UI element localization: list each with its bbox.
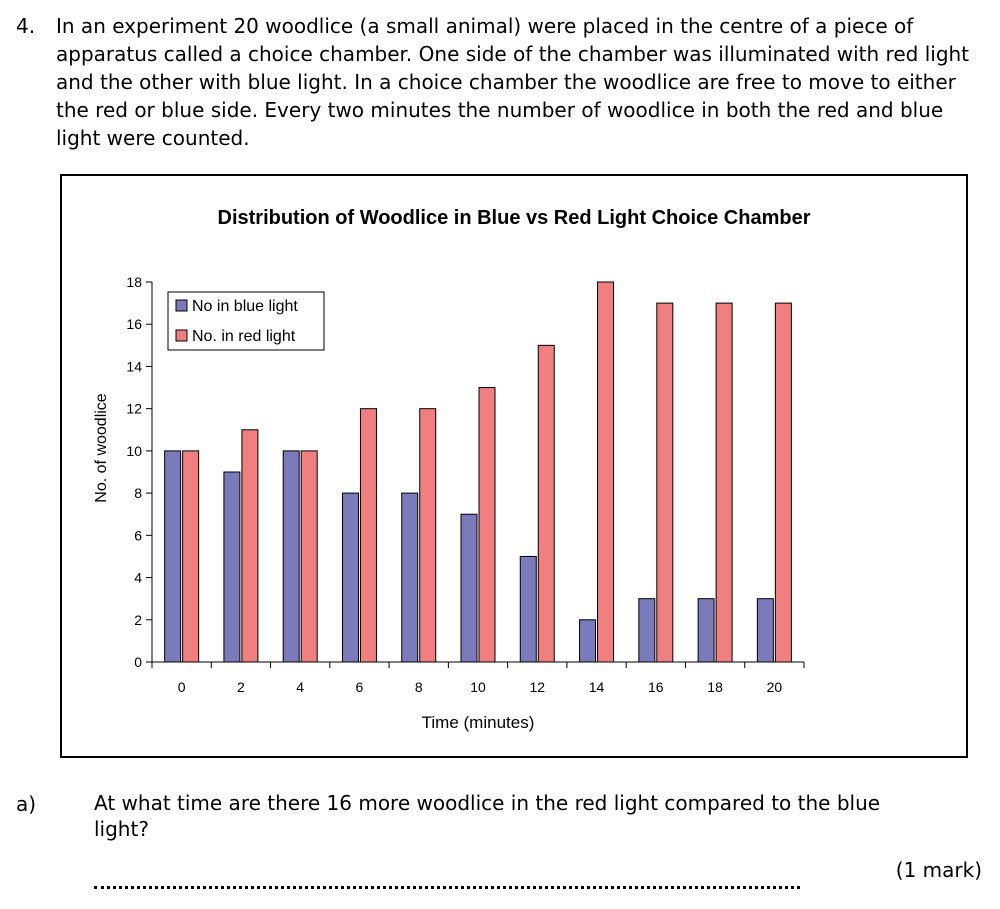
x-tick-label-20: 20 bbox=[767, 679, 783, 695]
legend-box bbox=[167, 291, 325, 351]
bar-blue-14 bbox=[579, 619, 597, 663]
x-tick-label-14: 14 bbox=[589, 679, 605, 695]
bar-red-4 bbox=[300, 450, 318, 663]
y-axis-label: No. of woodlice bbox=[93, 393, 110, 502]
bar-blue-0 bbox=[164, 450, 182, 663]
bar-blue-2 bbox=[223, 471, 241, 663]
legend-label-1: No. in red light bbox=[192, 328, 296, 345]
y-tick-label-12: 12 bbox=[126, 401, 142, 417]
chart-title: Distribution of Woodlice in Blue vs Red … bbox=[218, 207, 811, 229]
x-tick-label-10: 10 bbox=[470, 679, 486, 695]
bar-red-6 bbox=[359, 408, 377, 663]
y-tick-label-2: 2 bbox=[134, 612, 142, 628]
marks-label: (1 mark) bbox=[895, 858, 982, 882]
x-tick-label-0: 0 bbox=[178, 679, 186, 695]
y-tick-label-6: 6 bbox=[134, 527, 142, 543]
y-tick-label-8: 8 bbox=[134, 485, 142, 501]
chart-frame: Distribution of Woodlice in Blue vs Red … bbox=[60, 174, 968, 758]
x-tick-label-18: 18 bbox=[707, 679, 723, 695]
bar-red-14 bbox=[597, 281, 615, 663]
x-tick-label-2: 2 bbox=[237, 679, 245, 695]
legend-label-0: No in blue light bbox=[192, 298, 298, 315]
answer-line[interactable] bbox=[94, 886, 800, 889]
legend-swatch-1 bbox=[175, 329, 188, 342]
y-tick-label-4: 4 bbox=[134, 570, 142, 586]
bar-red-20 bbox=[774, 302, 792, 663]
bar-red-8 bbox=[419, 408, 437, 663]
axes-group: 0 2 4 6 8 10 12 14 16 18 0 2 4 6 8 10 12 14 16 18 20 bbox=[126, 274, 805, 695]
y-tick-label-10: 10 bbox=[126, 443, 142, 459]
x-tick-label-16: 16 bbox=[648, 679, 664, 695]
x-tick-label-4: 4 bbox=[296, 679, 304, 695]
bar-blue-8 bbox=[401, 492, 419, 663]
bar-red-2 bbox=[241, 429, 259, 663]
bar-blue-10 bbox=[460, 513, 478, 663]
x-tick-label-12: 12 bbox=[529, 679, 545, 695]
bar-red-0 bbox=[182, 450, 200, 663]
part-a-question: At what time are there 16 more woodlice … bbox=[94, 791, 881, 841]
bar-blue-12 bbox=[519, 555, 537, 663]
bar-red-12 bbox=[537, 344, 555, 663]
bars-group bbox=[164, 281, 792, 663]
question-number: 4. bbox=[16, 14, 36, 38]
bar-chart: Distribution of Woodlice in Blue vs Red … bbox=[93, 207, 811, 732]
question-text: In an experiment 20 woodlice (a small an… bbox=[56, 14, 970, 150]
x-tick-label-6: 6 bbox=[356, 679, 364, 695]
y-tick-label-0: 0 bbox=[134, 654, 142, 670]
bar-red-10 bbox=[478, 387, 496, 663]
y-tick-label-16: 16 bbox=[126, 316, 142, 332]
part-a-label: a) bbox=[16, 792, 37, 816]
bar-blue-4 bbox=[282, 450, 300, 663]
bar-red-18 bbox=[715, 302, 733, 663]
y-tick-label-18: 18 bbox=[126, 274, 142, 290]
bar-blue-18 bbox=[697, 598, 715, 663]
x-axis-label: Time (minutes) bbox=[422, 713, 535, 732]
legend-swatch-0 bbox=[175, 299, 188, 312]
legend: No in blue light No. in red light bbox=[167, 291, 325, 351]
bar-blue-16 bbox=[638, 598, 656, 663]
y-tick-label-14: 14 bbox=[126, 358, 142, 374]
bar-red-16 bbox=[656, 302, 674, 663]
bar-blue-20 bbox=[756, 598, 774, 663]
bar-blue-6 bbox=[341, 492, 359, 663]
x-tick-label-8: 8 bbox=[415, 679, 423, 695]
